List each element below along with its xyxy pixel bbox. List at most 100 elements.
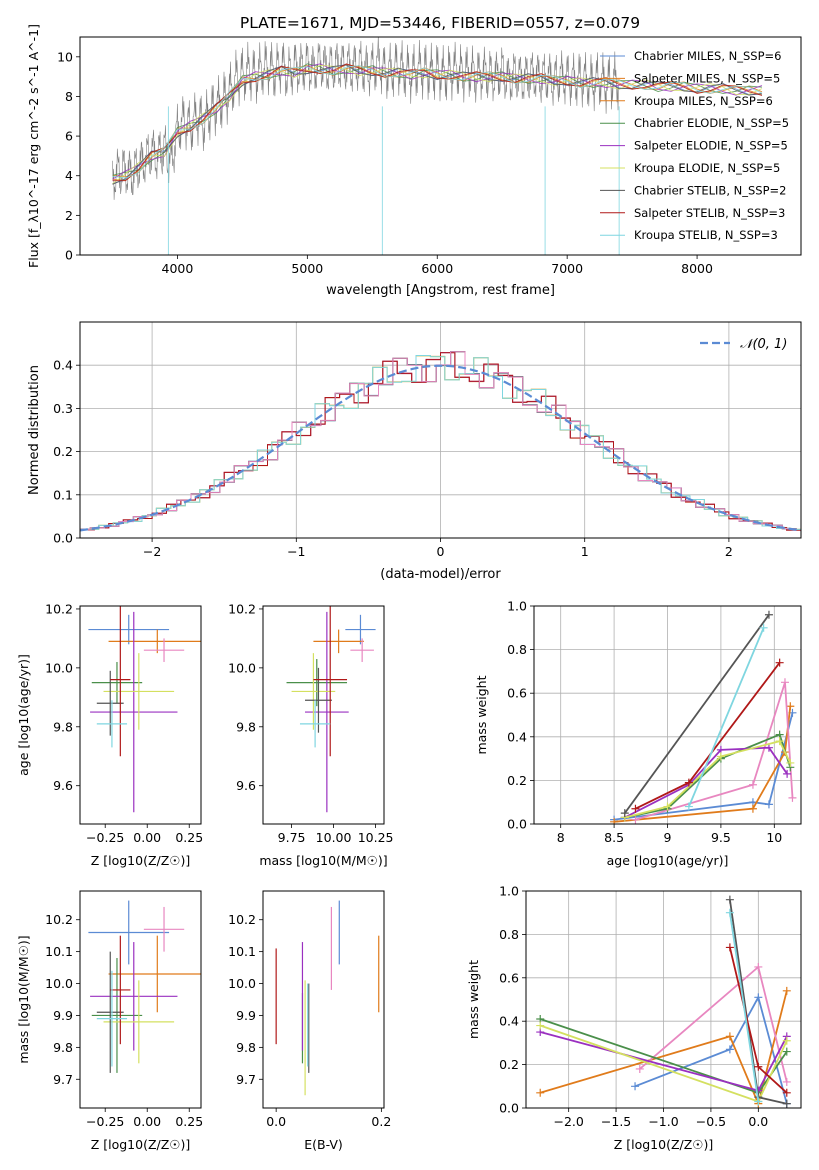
series-marker (725, 895, 734, 904)
legend-label: Chabrier MILES, N_SSP=6 (634, 49, 781, 63)
mass_vs_Z-points (88, 900, 201, 1073)
series-marker (754, 1062, 763, 1071)
series-marker (775, 658, 784, 667)
y-tick-label: 10.2 (228, 912, 256, 927)
mass_vs_ebv-points (275, 900, 380, 1096)
series-marker (631, 1082, 640, 1091)
x-tick-label: 10.00 (316, 830, 352, 845)
series-line (729, 912, 760, 1102)
y-tick-label: 10.0 (228, 976, 256, 991)
series-marker (725, 908, 734, 917)
legend-label: Kroupa MILES, N_SSP=6 (634, 94, 773, 108)
massweight_vs_age-axes: 8 8.5 9 9.5 10 0.0 0.2 0.4 0.6 0.8 1.0 (507, 599, 801, 845)
y-tick-label: 0.0 (507, 817, 527, 832)
y-tick-label: 9.8 (236, 719, 256, 734)
y-tick-label: 0.2 (507, 773, 527, 788)
y-tick-label: 0.0 (499, 1101, 519, 1116)
mass_vs_ebv-axes: 0.0 0.2 9.7 9.8 9.9 10.0 10.1 10.2 (228, 912, 391, 1129)
x-tick-label: 9.5 (711, 830, 731, 845)
y-tick-label: 0.8 (499, 927, 519, 942)
histogram-step (80, 351, 797, 530)
series-marker (684, 802, 693, 811)
y-axis-label: mass weight (466, 960, 481, 1039)
x-axis-label: mass [log10(M/M☉)] (259, 853, 387, 868)
x-tick-label: 8 (557, 830, 565, 845)
model-line (112, 63, 763, 182)
y-tick-label: 6 (65, 129, 73, 144)
spectrum-legend: Chabrier MILES, N_SSP=6 Salpeter MILES, N… (600, 49, 789, 242)
y-axis-label: mass weight (474, 675, 489, 754)
series-marker (782, 1077, 791, 1086)
y-tick-label: 10.0 (228, 660, 256, 675)
x-tick-label: 6000 (421, 261, 453, 276)
y-tick-label: 10.2 (228, 601, 256, 616)
y-tick-label: 4 (65, 168, 73, 183)
x-axis-label: E(B-V) (304, 1137, 343, 1152)
spectrum-frame (79, 36, 802, 256)
series-marker (725, 1032, 734, 1041)
model-line (112, 64, 763, 185)
x-tick-label: 9 (664, 830, 672, 845)
legend-label: Salpeter ELODIE, N_SSP=5 (634, 139, 788, 153)
series-marker (716, 752, 725, 761)
y-tick-label: 0 (65, 248, 73, 263)
y-tick-label: 0.2 (53, 444, 73, 459)
residual-histograms (80, 351, 801, 532)
spectrum-axes: 4000 5000 6000 7000 8000 0 2 4 6 8 10 (57, 49, 713, 276)
y-tick-label: 0.2 (499, 1057, 519, 1072)
age_vs_mass-points (286, 606, 376, 813)
x-tick-label: 9.75 (278, 830, 306, 845)
y-axis-label: Flux [f_λ10^-17 erg cm^-2 s^-1 A^-1] (26, 24, 41, 268)
series-marker (786, 758, 795, 767)
series-marker (754, 1097, 763, 1106)
series-line (688, 627, 765, 807)
x-tick-label: 0 (437, 544, 445, 559)
x-axis-label: wavelength [Angstrom, rest frame] (326, 283, 555, 298)
age_vs_mass-axes: 9.75 10.00 10.25 9.6 9.8 10.0 10.2 (228, 601, 393, 845)
series-marker (775, 737, 784, 746)
x-axis-label: Z [log10(Z/Z☉)] (614, 1137, 714, 1152)
x-tick-label: −2.0 (553, 1114, 583, 1129)
age_vs_Z-axes: −0.25 0.00 0.25 9.6 9.8 10.0 10.2 (45, 601, 203, 845)
residuals-frame (79, 321, 802, 539)
y-tick-label: 0.8 (507, 642, 527, 657)
age_vs_Z-points (88, 606, 201, 813)
x-tick-label: 0.00 (133, 1114, 161, 1129)
y-tick-label: 10.2 (45, 912, 73, 927)
mass_vs_Z-axes: −0.25 0.00 0.25 9.7 9.8 9.9 10.0 10.1 10.2 (45, 912, 203, 1129)
series-marker (788, 793, 797, 802)
series-line (613, 712, 794, 821)
legend-label: Chabrier ELODIE, N_SSP=5 (634, 116, 789, 130)
y-tick-label: 0.0 (53, 531, 73, 546)
series-marker (620, 809, 629, 818)
y-tick-label: 9.9 (236, 1008, 256, 1023)
series-marker (748, 804, 757, 813)
massweight_vs_age-frame (533, 605, 802, 825)
y-tick-label: 9.8 (236, 1040, 256, 1055)
y-tick-label: 8 (65, 89, 73, 104)
legend-label: Salpeter STELIB, N_SSP=3 (634, 206, 785, 220)
legend-label: 𝒩(0, 1) (740, 337, 787, 352)
x-tick-label: 1 (581, 544, 589, 559)
series-line (624, 746, 788, 819)
legend-label: Chabrier STELIB, N_SSP=2 (634, 183, 786, 197)
legend-label: Salpeter MILES, N_SSP=5 (634, 71, 780, 85)
legend-label: Kroupa ELODIE, N_SSP=5 (634, 161, 780, 175)
x-tick-label: −1 (287, 544, 305, 559)
y-axis-label: mass [log10(M/M☉)] (16, 935, 31, 1063)
age_vs_mass-frame (262, 605, 385, 825)
massweight_vs_Z-frame (525, 890, 802, 1109)
y-tick-label: 0.4 (499, 1014, 519, 1029)
y-tick-label: 10.0 (45, 976, 73, 991)
series-marker (631, 804, 640, 813)
x-tick-label: 7000 (551, 261, 583, 276)
series-marker (631, 815, 640, 824)
series-marker (759, 623, 768, 632)
x-tick-label: −1.0 (648, 1114, 678, 1129)
y-tick-label: 10.0 (45, 660, 73, 675)
series-marker (786, 702, 795, 711)
y-tick-label: 9.8 (53, 719, 73, 734)
y-axis-label: Normed distribution (27, 365, 42, 495)
series-marker (782, 1036, 791, 1045)
x-tick-label: 8000 (681, 261, 713, 276)
